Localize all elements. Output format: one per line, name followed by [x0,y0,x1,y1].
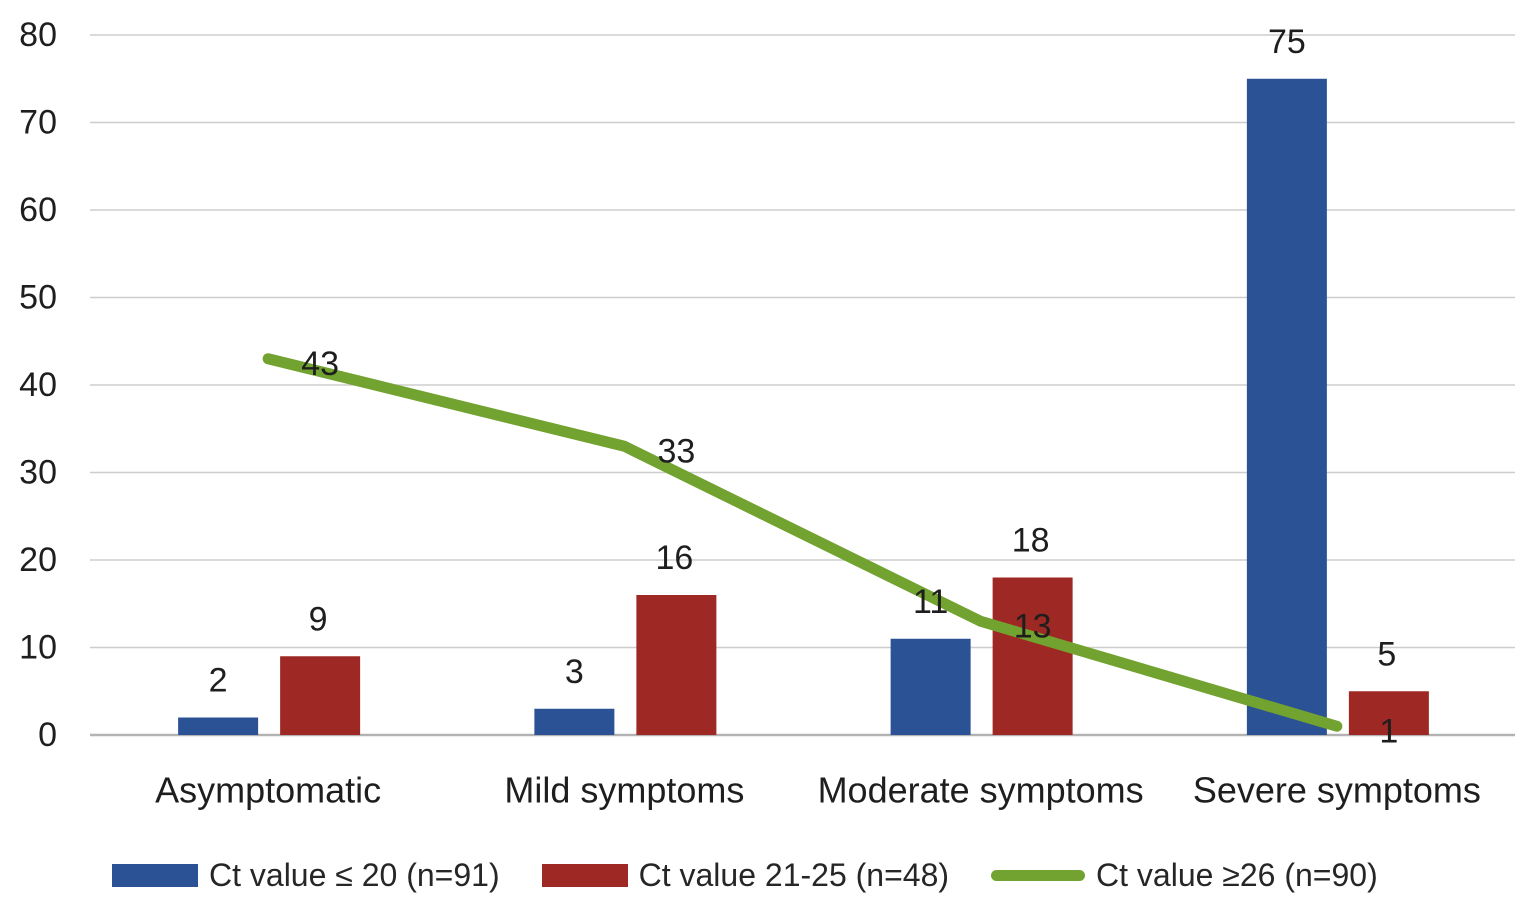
bar-series2-1 [280,656,361,735]
line-series [262,353,1343,732]
bar-data-label: 3 [565,653,584,691]
legend-label: Ct value ≤ 20 (n=91) [209,857,500,893]
bar-series2-2 [636,595,717,735]
bar-data-label: 18 [1012,522,1050,560]
chart-legend: Ct value ≤ 20 (n=91) Ct value 21-25 (n=4… [112,852,1378,898]
bar-series1-1 [178,717,259,735]
bar-data-label: 9 [309,600,328,638]
bar-series1-4 [1246,78,1327,735]
y-tick-label: 10 [19,629,57,667]
line-data-label: 1 [1379,712,1398,750]
legend-swatch-green-line-icon [991,869,1086,881]
legend-label: Ct value ≥26 (n=90) [1096,857,1378,893]
x-axis-label: Mild symptoms [504,770,744,811]
legend-label: Ct value 21-25 (n=48) [638,857,950,893]
legend-item-ct-21-25: Ct value 21-25 (n=48) [541,857,950,893]
bar-series1-2 [534,708,615,735]
y-tick-label: 60 [19,191,57,229]
bar-series2-4 [1348,691,1429,735]
bar-data-label: 11 [913,583,948,621]
legend-swatch-blue-icon [112,863,198,887]
legend-swatch-red-icon [541,863,628,887]
bar-data-label: 75 [1268,23,1306,61]
y-tick-label: 70 [19,104,57,142]
y-tick-label: 30 [19,454,57,492]
y-tick-label: 0 [38,716,57,754]
bar-data-label: 16 [655,539,693,577]
bar-series2-3 [992,577,1073,735]
y-tick-label: 50 [19,279,57,317]
x-axis-label: Asymptomatic [155,770,381,811]
legend-item-ct-le-20: Ct value ≤ 20 (n=91) [112,859,500,891]
x-axis-label: Moderate symptoms [818,770,1144,811]
legend-item-ct-ge-26: Ct value ≥26 (n=90) [991,859,1378,891]
bar-data-label: 2 [209,662,228,700]
y-tick-label: 80 [19,16,57,54]
y-tick-label: 40 [19,366,57,404]
bar-series1-3 [890,638,971,735]
bar-data-label: 5 [1377,635,1396,673]
line-data-label: 43 [301,345,339,383]
y-tick-label: 20 [19,541,57,579]
chart-svg: 0 10 20 30 40 50 60 70 80 2 3 11 75 9 16 18 5 43 33 13 1 Asym… [19,16,1515,811]
x-axis-label: Severe symptoms [1193,770,1481,811]
line-data-label: 33 [657,432,695,470]
line-data-label: 13 [1014,607,1052,645]
